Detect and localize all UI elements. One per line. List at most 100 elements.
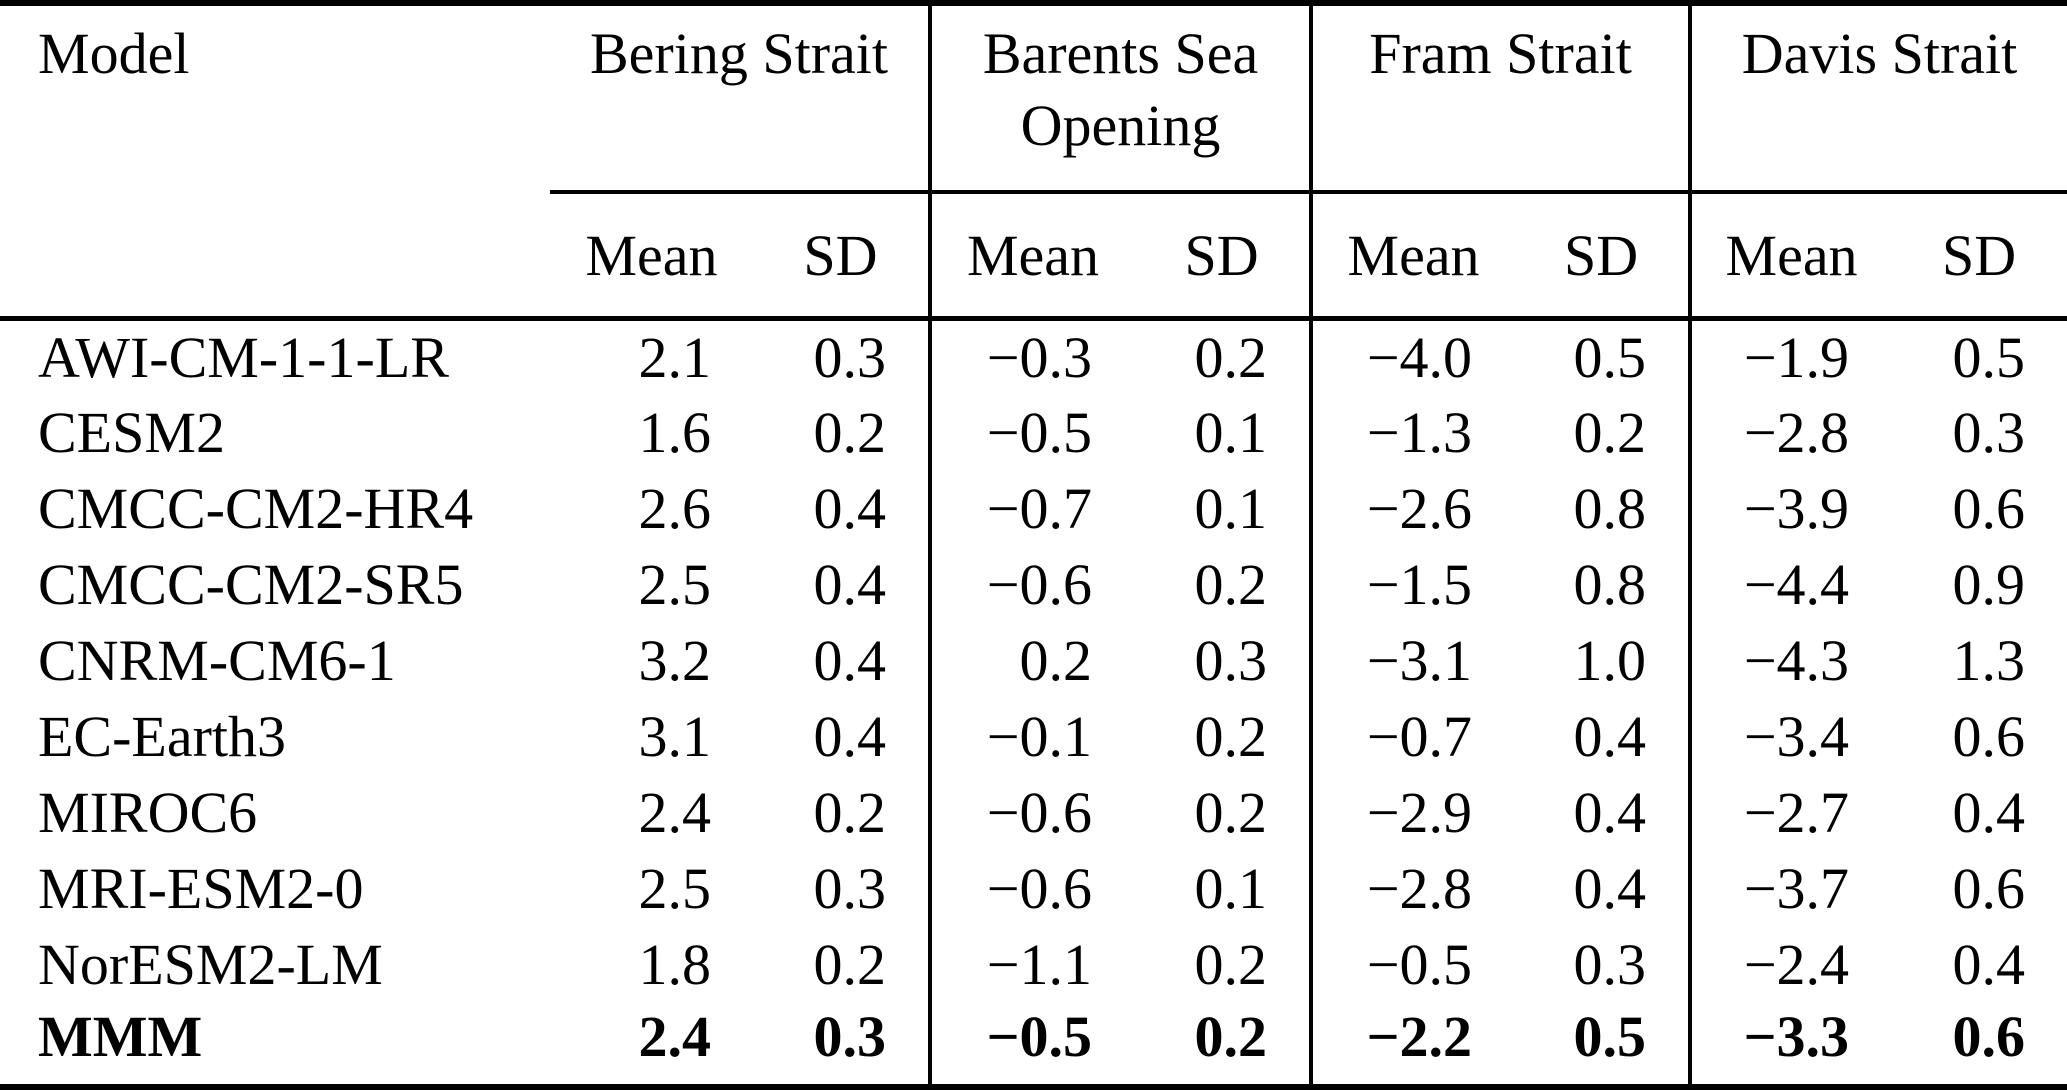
value-cell: −0.5 <box>1309 926 1515 1003</box>
value-cell: −1.5 <box>1309 546 1515 623</box>
value-cell: 0.2 <box>928 622 1135 699</box>
group-header-bering-strait: Bering Strait <box>550 3 931 194</box>
value-cell: 0.8 <box>1573 552 1647 617</box>
value-cell: 0.3 <box>1194 628 1268 693</box>
model-name: MRI-ESM2-0 <box>38 856 364 921</box>
value-cell: −2.2 <box>1309 1002 1515 1087</box>
table-row: CMCC-CM2-HR4 2.6 0.4 −0.7 0.1 −2.6 0.8 −3.9 0.6 <box>0 470 2067 547</box>
subheader-fram-mean: Mean <box>1309 192 1515 321</box>
value-cell: −2.9 <box>1309 774 1515 851</box>
value-cell: 0.5 <box>1952 325 2026 391</box>
value-cell: 0.2 <box>1194 704 1268 769</box>
group-header-davis-strait: Davis Strait <box>1688 3 2067 194</box>
group-header-fram-strait: Fram Strait <box>1309 3 1691 194</box>
value-cell: 0.2 <box>813 932 887 997</box>
value-cell: −0.5 <box>928 394 1135 471</box>
value-cell: 0.2 <box>813 780 887 845</box>
table-row: MMM 2.4 0.3 −0.5 0.2 −2.2 0.5 −3.3 0.6 <box>0 1002 2067 1087</box>
value-cell: −1.1 <box>928 926 1135 1003</box>
model-name: MIROC6 <box>38 780 258 845</box>
value-cell: 0.4 <box>1952 780 2026 845</box>
value-cell: 0.1 <box>1194 476 1268 541</box>
subheader-fram-sd: SD <box>1514 192 1691 321</box>
value-cell: 0.8 <box>1573 476 1647 541</box>
value-cell: 2.6 <box>638 476 712 541</box>
value-cell: −0.7 <box>1309 698 1515 775</box>
table-row: EC-Earth3 3.1 0.4 −0.1 0.2 −0.7 0.4 −3.4 0.6 <box>0 698 2067 775</box>
value-cell: 0.2 <box>813 400 887 465</box>
group-header-barents-sea-opening: Barents Sea Opening <box>928 3 1312 194</box>
value-cell: 0.6 <box>1952 856 2026 921</box>
value-cell: 0.1 <box>1194 400 1268 465</box>
group-header-row: Model Bering Strait Barents Sea Opening … <box>0 3 2067 321</box>
value-cell: 0.6 <box>1952 476 2026 541</box>
table-row: MRI-ESM2-0 2.5 0.3 −0.6 0.1 −2.8 0.4 −3.7 0.6 <box>0 850 2067 927</box>
value-cell: 2.4 <box>638 1003 712 1069</box>
subheader-davis-sd: SD <box>1891 192 2067 321</box>
value-cell: 0.6 <box>1952 1003 2026 1069</box>
table-row: NorESM2-LM 1.8 0.2 −1.1 0.2 −0.5 0.3 −2.4 0.4 <box>0 926 2067 1003</box>
model-name: EC-Earth3 <box>38 704 287 769</box>
model-name: CNRM-CM6-1 <box>38 628 396 693</box>
value-cell: 1.0 <box>1573 628 1647 693</box>
value-cell: 0.6 <box>1952 704 2026 769</box>
value-cell: −4.4 <box>1688 546 1892 623</box>
value-cell: −0.6 <box>928 774 1135 851</box>
value-cell: −3.7 <box>1688 850 1892 927</box>
value-cell: 0.2 <box>1194 325 1268 391</box>
value-cell: 0.9 <box>1952 552 2026 617</box>
value-cell: −0.5 <box>928 1002 1135 1087</box>
value-cell: 1.3 <box>1952 628 2026 693</box>
value-cell: 0.4 <box>813 552 887 617</box>
value-cell: −0.1 <box>928 698 1135 775</box>
value-cell: −2.8 <box>1688 394 1892 471</box>
value-cell: 0.2 <box>1194 932 1268 997</box>
value-cell: −2.7 <box>1688 774 1892 851</box>
table-row: AWI-CM-1-1-LR 2.1 0.3 −0.3 0.2 −4.0 0.5 −1.9 0.5 <box>0 318 2067 395</box>
value-cell: 0.5 <box>1573 325 1647 391</box>
model-name: MMM <box>38 1003 203 1069</box>
table-row: MIROC6 2.4 0.2 −0.6 0.2 −2.9 0.4 −2.7 0.4 <box>0 774 2067 851</box>
value-cell: 0.3 <box>813 325 887 391</box>
value-cell: −0.6 <box>928 546 1135 623</box>
value-cell: 0.3 <box>813 1003 887 1069</box>
table-row: CESM2 1.6 0.2 −0.5 0.1 −1.3 0.2 −2.8 0.3 <box>0 394 2067 471</box>
table-row: CNRM-CM6-1 3.2 0.4 0.2 0.3 −3.1 1.0 −4.3 1.3 <box>0 622 2067 699</box>
value-cell: 0.3 <box>1952 400 2026 465</box>
model-name: CMCC-CM2-HR4 <box>38 476 474 541</box>
subheader-barents-mean: Mean <box>928 192 1135 321</box>
subheader-row: Mean SD Mean SD Mean SD Mean SD <box>0 192 2067 321</box>
subheader-barents-sd: SD <box>1134 192 1312 321</box>
subheader-bering-sd: SD <box>753 192 931 321</box>
subheader-davis-mean: Mean <box>1688 192 1892 321</box>
value-cell: −2.4 <box>1688 926 1892 1003</box>
value-cell: −0.3 <box>928 318 1135 395</box>
value-cell: −0.7 <box>928 470 1135 547</box>
value-cell: 0.3 <box>813 856 887 921</box>
model-name: CMCC-CM2-SR5 <box>38 552 464 617</box>
model-name: AWI-CM-1-1-LR <box>38 325 449 391</box>
model-name: NorESM2-LM <box>38 932 383 997</box>
value-cell: −3.9 <box>1688 470 1892 547</box>
value-cell: 0.2 <box>1573 400 1647 465</box>
value-cell: 2.4 <box>638 780 712 845</box>
value-cell: 0.4 <box>1573 704 1647 769</box>
value-cell: 0.2 <box>1194 780 1268 845</box>
value-cell: 0.4 <box>1952 932 2026 997</box>
value-cell: −3.3 <box>1688 1002 1892 1087</box>
value-cell: 0.4 <box>813 704 887 769</box>
value-cell: −1.9 <box>1688 318 1892 395</box>
model-name: CESM2 <box>38 400 225 465</box>
value-cell: 3.2 <box>638 628 712 693</box>
value-cell: −3.1 <box>1309 622 1515 699</box>
value-cell: 2.5 <box>638 552 712 617</box>
value-cell: −1.3 <box>1309 394 1515 471</box>
value-cell: 1.8 <box>638 932 712 997</box>
value-cell: 1.6 <box>638 400 712 465</box>
value-cell: 3.1 <box>638 704 712 769</box>
value-cell: 0.4 <box>1573 856 1647 921</box>
table-header: Model Bering Strait Barents Sea Opening … <box>0 3 2067 321</box>
value-cell: −4.0 <box>1309 318 1515 395</box>
value-cell: 0.4 <box>813 476 887 541</box>
